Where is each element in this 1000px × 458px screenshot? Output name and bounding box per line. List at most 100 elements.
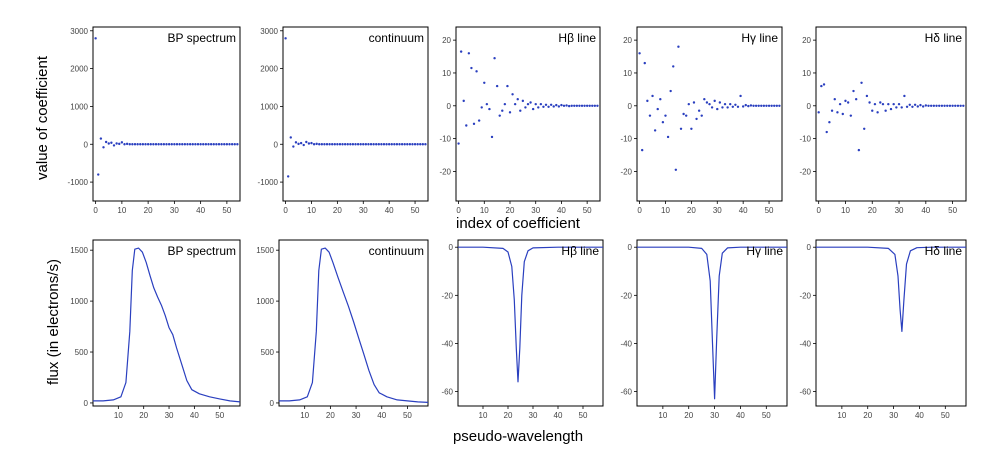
data-point (767, 104, 771, 107)
y-tick-label: -20 (439, 167, 451, 176)
data-point (144, 143, 147, 146)
data-point (962, 104, 965, 107)
y-tick-label: 0 (274, 140, 279, 149)
y-tick-label: 0 (447, 102, 452, 111)
data-point (516, 98, 519, 101)
panel-frame (815, 239, 967, 407)
y-tick-label: -1000 (258, 178, 279, 187)
data-point (220, 143, 223, 146)
y-tick-label: -60 (441, 388, 453, 397)
data-point (956, 104, 960, 107)
data-point (830, 109, 834, 112)
data-point (892, 102, 895, 106)
data-point (312, 143, 316, 146)
data-point (718, 101, 722, 104)
data-point (233, 143, 236, 146)
data-point (547, 105, 550, 108)
data-point (349, 143, 352, 146)
data-point (721, 106, 724, 109)
data-point (723, 102, 727, 106)
data-point (700, 114, 703, 117)
panel-flux-hb: -60 -40 -20 0 10 20 30 40 50 Hβ line (441, 239, 604, 420)
data-point (863, 127, 866, 130)
data-point (380, 143, 383, 146)
line-series (637, 246, 787, 400)
x-tick-label: 20 (139, 411, 148, 420)
data-point (284, 37, 287, 40)
data-point (757, 104, 760, 107)
data-point (778, 104, 781, 107)
data-point (659, 98, 662, 101)
data-point (465, 124, 468, 127)
top-y-axis-label: value of coefficient (34, 55, 51, 180)
y-tick-label: 2000 (260, 65, 278, 74)
data-point (940, 104, 944, 107)
data-point (110, 141, 113, 144)
x-tick-label: 40 (736, 411, 745, 420)
data-point (754, 104, 758, 107)
data-point (770, 104, 773, 107)
x-tick-label: 30 (895, 206, 904, 215)
data-point (305, 140, 308, 144)
data-point (695, 117, 698, 121)
data-point (346, 143, 349, 146)
data-point (765, 104, 768, 107)
data-point (679, 127, 683, 130)
x-tick-label: 50 (222, 206, 231, 215)
data-point (343, 143, 347, 146)
x-tick-label: 50 (762, 411, 771, 420)
panel-title: Hδ line (925, 31, 963, 45)
y-tick-label: -40 (441, 339, 453, 348)
x-tick-label: 0 (93, 206, 98, 215)
data-point (424, 143, 427, 146)
panel-title: BP spectrum (168, 244, 236, 258)
panel-frame (636, 26, 783, 202)
data-point (498, 114, 501, 117)
data-point (951, 104, 954, 107)
data-point (307, 142, 311, 145)
data-point (881, 102, 885, 106)
data-point (567, 104, 571, 108)
data-point (94, 37, 97, 40)
y-tick-label: 1500 (256, 246, 274, 255)
data-point (562, 104, 566, 107)
data-point (152, 143, 155, 146)
y-tick-label: 0 (449, 243, 454, 252)
data-point (583, 104, 586, 107)
x-tick-label: 50 (215, 411, 224, 420)
data-point (493, 56, 496, 60)
y-tick-label: 0 (270, 399, 275, 408)
data-point (836, 111, 839, 114)
x-tick-label: 30 (352, 411, 361, 420)
data-point (328, 143, 331, 146)
data-point (729, 102, 732, 106)
x-tick-label: 50 (579, 411, 588, 420)
data-point (477, 119, 481, 122)
data-point (849, 114, 853, 117)
data-point (927, 104, 930, 107)
data-point (656, 107, 659, 111)
data-point (828, 121, 831, 124)
panel-coef-hd: -20 -10 0 10 20 0 10 20 30 40 50 Hδ line (799, 26, 967, 215)
data-point (889, 107, 893, 111)
data-point (503, 102, 507, 106)
data-point (935, 104, 938, 107)
data-point (871, 109, 874, 112)
y-tick-label: 0 (84, 399, 89, 408)
y-tick-label: 2000 (70, 65, 88, 74)
data-point (565, 104, 568, 107)
data-point (292, 145, 295, 148)
y-tick-label: -40 (799, 339, 811, 348)
data-point (708, 102, 711, 106)
data-point (710, 106, 714, 109)
data-point (884, 109, 887, 112)
y-tick-label: -20 (441, 291, 453, 300)
data-point (230, 143, 234, 146)
data-point (212, 143, 215, 146)
data-point (534, 102, 537, 106)
data-point (217, 143, 221, 146)
data-point (638, 52, 641, 55)
panel-frame (282, 26, 429, 202)
x-tick-label: 10 (658, 411, 667, 420)
y-tick-label: -10 (439, 135, 451, 144)
